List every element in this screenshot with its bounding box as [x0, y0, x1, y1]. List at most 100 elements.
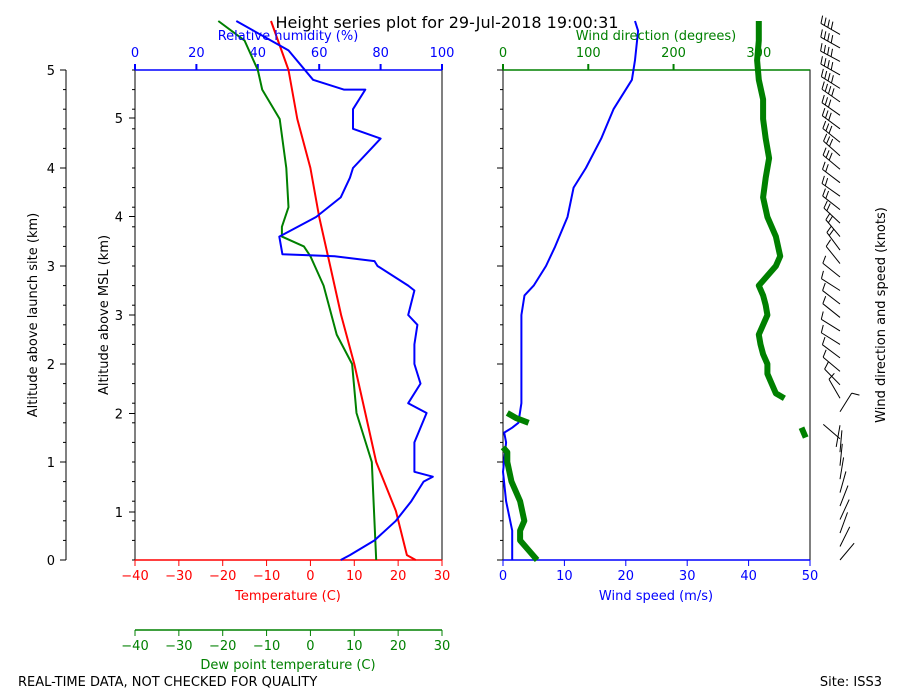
- dewpoint-axis: −40 −30 −20 −10 0 10 20 30: [121, 629, 451, 654]
- rh-tick-label: 40: [250, 46, 267, 61]
- wind-barb-flag: [820, 68, 824, 77]
- dewpoint-tick-label: 30: [434, 639, 451, 654]
- wind-barb-staff: [839, 471, 847, 493]
- wind-barb-flag: [820, 324, 824, 333]
- wind-barb-flag: [822, 120, 827, 129]
- chart-title: Height series plot for 29-Jul-2018 19:00…: [275, 13, 618, 32]
- wind-barb-staff: [839, 430, 843, 453]
- wind-barb-flag: [823, 31, 827, 40]
- rh-tick-label: 0: [131, 46, 139, 61]
- wind-barb-flag: [827, 19, 830, 28]
- launch-altitude-tick-label: 2: [47, 358, 55, 373]
- launch-altitude-axis: 0 1 2 3 4 5: [47, 64, 67, 569]
- msl-altitude-tick-label: 1: [115, 506, 123, 521]
- temperature-tick-label: −20: [209, 569, 236, 584]
- wind-barb-flag: [825, 190, 830, 199]
- dewpoint-tick-label: −30: [165, 639, 192, 654]
- rh-axis-label: Relative humidity (%): [218, 29, 359, 44]
- wind-speed-axis: 0 10 20 30 40 50: [499, 559, 818, 584]
- launch-altitude-tick-label: 5: [47, 64, 55, 79]
- wind-barb-flag: [828, 152, 833, 161]
- wind-barb-flag: [824, 97, 829, 106]
- wind-barb-flag: [826, 136, 831, 144]
- wind-direction-line: [754, 21, 786, 401]
- wind-barb-flag: [830, 48, 833, 57]
- msl-altitude-axis-label: Altitude above MSL (km): [97, 235, 112, 395]
- temperature-tick-label: −10: [253, 569, 280, 584]
- dewpoint-tick-label: −10: [253, 639, 280, 654]
- wind-barb-staff: [839, 499, 850, 520]
- wind-barb-flag: [821, 107, 826, 116]
- wind-barb-flag: [825, 123, 830, 132]
- temperature-axis-label: Temperature (C): [234, 589, 341, 604]
- wind-barb-flag: [820, 29, 823, 38]
- temperature-tick-label: 20: [390, 569, 407, 584]
- wind-barb-flag: [828, 138, 834, 147]
- wind-panel: 0 10 20 30 40 50 0 100 200 300: [497, 20, 818, 584]
- wind-barb-flag: [830, 21, 834, 30]
- wind-barb-flag: [828, 228, 835, 236]
- temperature-axis: −40 −30 −20 −10 0 10 20 30: [121, 559, 451, 584]
- wind-barb-staff: [822, 303, 841, 318]
- wind-barb-flag: [827, 33, 830, 42]
- wind-barb-staff: [820, 23, 841, 35]
- rh-tick-label: 20: [188, 46, 205, 61]
- wind-barb-label: Wind direction and speed (knots): [874, 207, 889, 423]
- rh-tick-label: 100: [430, 46, 455, 61]
- speed-tick-label: 20: [618, 569, 635, 584]
- wind-barb-staff: [835, 425, 841, 448]
- temperature-line: [270, 20, 417, 561]
- speed-tick-label: 10: [556, 569, 573, 584]
- dewpoint-tick-label: 10: [346, 639, 363, 654]
- wind-barb-staff: [839, 443, 843, 466]
- wind-series: [500, 20, 809, 562]
- msl-altitude-tick-label: 2: [115, 408, 123, 423]
- wind-barb-flag: [824, 83, 829, 92]
- rh-tick-label: 60: [311, 46, 328, 61]
- msl-altitude-tick-label: 4: [115, 211, 123, 226]
- temperature-tick-label: 30: [434, 569, 451, 584]
- wind-barb-flag: [821, 175, 825, 184]
- wind-barbs: [820, 15, 860, 561]
- wind-barb-flag: [824, 361, 829, 370]
- direction-tick-label: 100: [576, 46, 601, 61]
- quality-notice: REAL-TIME DATA, NOT CHECKED FOR QUALITY: [18, 675, 317, 690]
- wind-barb-flag: [823, 133, 828, 142]
- wind-barb-flag: [825, 110, 829, 119]
- wind-barb-flag: [827, 85, 832, 94]
- wind-barb-flag: [822, 188, 826, 197]
- wind-barb-flag: [828, 125, 833, 134]
- wind-barb-staff: [821, 278, 841, 291]
- wind-barb-flag: [820, 311, 824, 320]
- wind-barb-staff: [826, 232, 841, 251]
- temperature-tick-label: 10: [346, 569, 363, 584]
- wind-barb-flag: [830, 75, 834, 84]
- wind-speed-line: [502, 20, 640, 560]
- wind-barb-flag: [821, 81, 825, 90]
- wind-direction-axis: 0 100 200 300: [499, 46, 810, 71]
- wind-barb-staff: [824, 368, 841, 386]
- wind-barb-staff: [822, 262, 841, 278]
- dewpoint-tick-label: 20: [390, 639, 407, 654]
- msl-altitude-tick-label: 5: [115, 112, 123, 127]
- wind-barb-staff: [821, 318, 841, 332]
- wind-barb-staff: [822, 154, 841, 170]
- wind-barb-staff: [839, 526, 851, 547]
- wind-barb-staff: [839, 457, 845, 480]
- wind-barb-flag: [825, 212, 831, 221]
- wind-barb-flag: [851, 392, 860, 396]
- wind-barb-staff: [822, 344, 841, 359]
- wind-altitude-ticks: [497, 69, 503, 561]
- wind-barb-flag: [827, 72, 831, 81]
- wind-speed-axis-label: Wind speed (m/s): [599, 589, 713, 604]
- wind-barb-staff: [839, 542, 855, 561]
- wind-barb-flag: [827, 215, 834, 224]
- thermo-panel-frame: [134, 69, 443, 561]
- wind-barb-staff: [822, 128, 841, 143]
- wind-barb-staff: [820, 36, 841, 49]
- wind-barb-flag: [820, 43, 823, 52]
- dewpoint-line: [217, 20, 378, 561]
- speed-tick-label: 0: [499, 569, 507, 584]
- wind-barb-flag: [830, 35, 834, 44]
